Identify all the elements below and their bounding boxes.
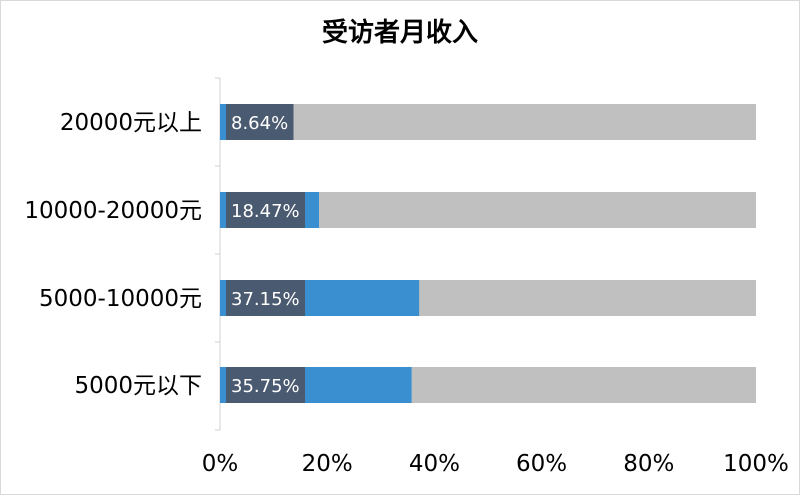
x-tick-label-5: 100% xyxy=(723,451,789,477)
x-tick-label-4: 80% xyxy=(623,451,674,477)
category-label-0: 20000元以上 xyxy=(60,110,202,136)
data-label-box-0 xyxy=(226,104,294,140)
category-label-1: 10000-20000元 xyxy=(24,198,202,224)
x-tick-label-1: 20% xyxy=(302,451,353,477)
category-label-3: 5000元以下 xyxy=(74,373,202,399)
data-label-0: 8.64% xyxy=(231,113,288,134)
x-tick-label-2: 40% xyxy=(409,451,460,477)
data-label-box-3 xyxy=(226,367,305,403)
x-tick-label-0: 0% xyxy=(202,451,239,477)
x-tick-label-3: 60% xyxy=(516,451,567,477)
data-label-box-2 xyxy=(226,280,305,316)
bar-track-0 xyxy=(220,104,756,140)
chart-title: 受访者月收入 xyxy=(321,18,478,48)
data-label-1: 18.47% xyxy=(231,201,300,222)
data-label-3: 35.75% xyxy=(231,376,300,397)
category-label-2: 5000-10000元 xyxy=(39,286,202,312)
data-label-2: 37.15% xyxy=(231,289,300,310)
data-label-box-1 xyxy=(226,192,305,228)
